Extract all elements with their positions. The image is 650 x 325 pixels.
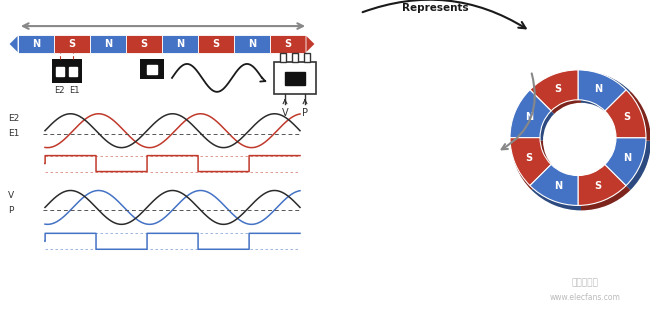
Bar [270,35,306,53]
Bar [280,53,286,62]
Bar [126,35,162,53]
Wedge shape [578,70,626,111]
Wedge shape [578,164,626,205]
Text: N: N [623,153,631,163]
Wedge shape [510,90,551,138]
Text: S: S [285,39,292,49]
Wedge shape [532,71,581,114]
Text: S: S [623,112,630,123]
Text: N: N [104,39,112,49]
Bar [234,35,270,53]
Text: S: S [140,39,148,49]
Text: S: S [554,84,562,94]
Text: N: N [525,112,533,123]
Text: E2: E2 [8,114,20,123]
Wedge shape [511,91,554,141]
Bar [54,35,90,53]
Bar [147,65,157,74]
Bar [285,72,305,85]
Text: S: S [595,181,602,191]
Wedge shape [608,141,650,190]
Polygon shape [9,35,18,53]
Bar [52,59,82,83]
Bar [56,67,64,76]
Text: Represents: Represents [402,3,468,13]
Text: N: N [176,39,184,49]
Text: N: N [248,39,256,49]
Text: 电子发烧友: 电子发烧友 [571,279,599,288]
Bar [198,35,234,53]
Polygon shape [306,35,315,53]
Text: P: P [302,108,308,118]
Bar [140,59,164,79]
Wedge shape [581,167,630,210]
Bar [18,35,54,53]
Text: V: V [8,191,14,200]
Text: N: N [32,39,40,49]
Text: P: P [8,206,14,215]
Bar [69,67,77,76]
Bar [162,35,198,53]
Wedge shape [530,164,578,205]
Text: www.elecfans.com: www.elecfans.com [549,292,621,302]
Wedge shape [532,167,581,210]
Text: E2: E2 [54,86,64,95]
Text: E1: E1 [69,86,79,95]
Text: S: S [213,39,220,49]
Wedge shape [530,70,578,111]
Wedge shape [608,91,650,141]
Wedge shape [605,90,646,138]
Text: S: S [525,153,532,163]
Text: S: S [68,39,75,49]
Wedge shape [511,141,554,190]
Wedge shape [605,138,646,186]
Wedge shape [581,71,630,114]
Bar [292,53,298,62]
Text: N: N [594,84,603,94]
Bar [274,62,316,94]
Text: E1: E1 [8,129,20,138]
Bar [304,53,310,62]
Wedge shape [510,138,551,186]
Text: V: V [281,108,289,118]
Text: N: N [554,181,562,191]
Bar [90,35,126,53]
